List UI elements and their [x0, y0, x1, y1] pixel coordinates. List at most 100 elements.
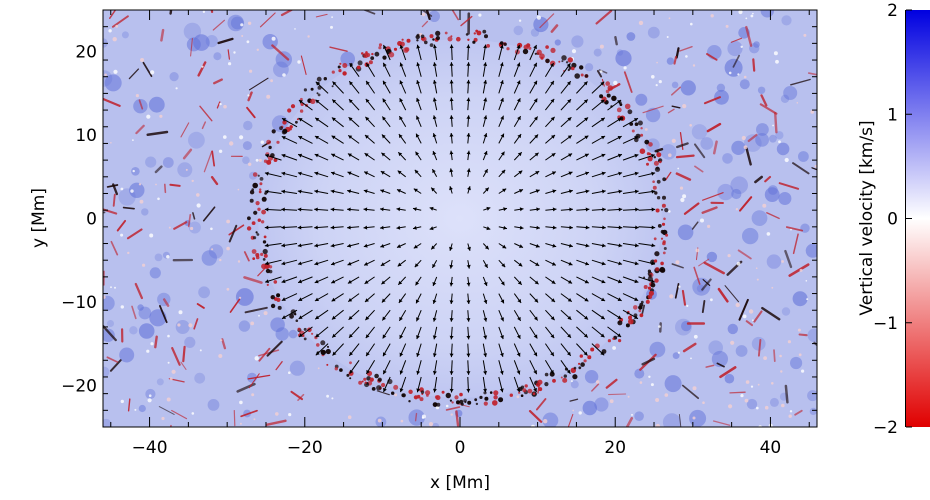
speckle: [271, 36, 276, 41]
velocity-arrowhead: [551, 298, 555, 302]
velocity-arrowhead: [535, 189, 540, 193]
ring-segment: [378, 46, 382, 50]
speckle: [788, 414, 792, 418]
velocity-arrowhead: [585, 189, 590, 194]
speckle: [159, 114, 163, 118]
ring-segment: [406, 38, 411, 43]
ring-segment: [277, 305, 282, 310]
ring-segment: [273, 280, 278, 284]
velocity-arrowhead: [568, 153, 573, 158]
upflow-granule: [138, 323, 155, 339]
downflow-lane: [116, 219, 127, 232]
ring-segment: [264, 192, 267, 195]
upflow-granule: [119, 347, 135, 363]
ring-segment: [349, 361, 352, 365]
downflow-lane: [210, 175, 219, 186]
velocity-arrowhead: [347, 279, 352, 284]
velocity-arrowhead: [364, 153, 369, 157]
speckle: [796, 102, 799, 104]
velocity-arrowhead: [363, 243, 368, 248]
ring-segment: [337, 65, 341, 69]
ring-segment: [459, 392, 463, 397]
downflow-lane: [757, 338, 762, 357]
ring-segment: [263, 235, 267, 239]
ring-segment: [637, 120, 643, 126]
downflow-lane: [550, 24, 559, 33]
downflow-lane: [712, 140, 718, 155]
colorbar-tick-label: 1: [887, 105, 898, 125]
ring-segment: [316, 92, 319, 95]
ring-segment: [545, 45, 549, 49]
velocity-arrowhead: [349, 369, 354, 374]
velocity-arrowhead: [415, 151, 420, 156]
velocity-arrowhead: [500, 151, 505, 156]
velocity-arrowhead: [297, 207, 302, 212]
ring-segment: [579, 65, 584, 70]
velocity-arrowhead: [364, 280, 369, 284]
velocity-arrowhead: [483, 62, 488, 67]
upflow-granule: [242, 141, 252, 151]
ring-segment: [408, 389, 413, 394]
velocity-arrowhead: [516, 62, 521, 67]
upflow-granule: [570, 380, 579, 389]
upflow-granule: [731, 140, 746, 155]
velocity-arrowhead: [483, 317, 488, 322]
velocity-arrowhead: [484, 169, 488, 174]
ring-segment: [271, 129, 276, 134]
colorbar-tick-label: 2: [887, 1, 898, 21]
speckle: [773, 51, 778, 56]
ring-segment: [661, 222, 666, 226]
ring-segment: [401, 38, 404, 41]
speckle: [150, 70, 155, 75]
velocity-arrowhead: [568, 171, 573, 176]
ring-segment: [639, 313, 644, 318]
downflow-lane: [243, 251, 250, 262]
velocity-arrowhead: [466, 300, 471, 304]
velocity-arrowhead: [449, 133, 454, 137]
ring-segment: [259, 188, 262, 191]
ring-segment: [339, 62, 342, 65]
velocity-arrowhead: [634, 189, 639, 194]
velocity-arrowhead: [533, 370, 537, 375]
velocity-arrowhead: [601, 136, 606, 140]
velocity-arrowhead: [534, 116, 538, 121]
velocity-arrowhead: [433, 44, 437, 49]
ring-segment: [435, 30, 441, 36]
ring-segment: [393, 47, 398, 51]
y-tick-label: 10: [75, 126, 97, 146]
velocity-arrowhead: [585, 225, 590, 230]
velocity-arrowhead: [519, 207, 524, 212]
velocity-arrowhead: [315, 99, 320, 104]
ring-segment: [320, 340, 326, 346]
velocity-arrowhead: [380, 189, 385, 193]
speckle: [764, 405, 769, 410]
upflow-granule: [554, 39, 561, 46]
speckle: [685, 55, 688, 58]
speckle: [229, 141, 234, 146]
velocity-arrowhead: [634, 136, 639, 140]
ring-segment: [273, 158, 278, 163]
ring-segment: [282, 128, 288, 134]
upflow-granule: [156, 378, 164, 386]
velocity-arrowhead: [449, 62, 454, 66]
velocity-arrowhead: [501, 169, 506, 174]
downflow-lane: [229, 298, 241, 313]
speckle: [219, 258, 222, 262]
downflow-lane: [701, 300, 706, 314]
speckle: [132, 139, 134, 142]
downflow-lane: [759, 103, 778, 115]
upflow-granule: [769, 134, 777, 143]
speckle: [155, 183, 157, 186]
upflow-granule: [809, 407, 817, 415]
ring-segment: [276, 293, 281, 298]
ring-segment: [262, 248, 268, 255]
speckle: [740, 45, 743, 48]
ring-segment: [552, 378, 556, 383]
velocity-arrowhead: [534, 280, 539, 285]
downflow-lane: [460, 15, 473, 27]
speckle: [220, 339, 223, 342]
velocity-arrowhead: [566, 63, 571, 68]
velocity-arrowhead: [383, 80, 387, 85]
ring-segment: [654, 259, 658, 263]
ring-segment: [316, 343, 320, 347]
